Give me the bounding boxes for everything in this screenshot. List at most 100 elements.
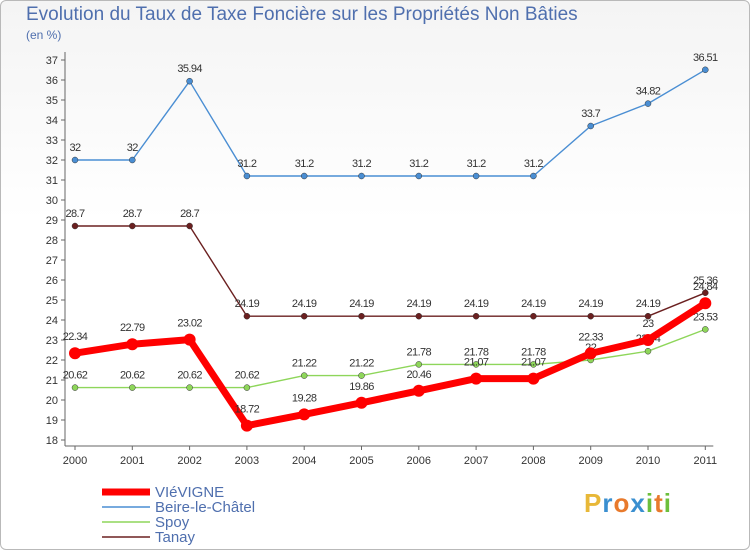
y-tick-label: 33 bbox=[46, 135, 58, 147]
data-label: 22.79 bbox=[120, 322, 145, 334]
data-point bbox=[530, 361, 537, 368]
data-label: 36.51 bbox=[693, 52, 718, 64]
data-point bbox=[644, 100, 652, 107]
series-line bbox=[75, 225, 706, 317]
data-point bbox=[472, 361, 480, 368]
y-tick-label: 26 bbox=[46, 275, 58, 287]
legend-label: VIéVIGNE bbox=[155, 484, 224, 501]
x-tick-label: 2004 bbox=[292, 455, 316, 467]
data-label: 22.34 bbox=[63, 331, 88, 343]
data-label: 31.2 bbox=[352, 158, 371, 170]
data-point bbox=[530, 312, 537, 320]
data-label: 24.19 bbox=[407, 298, 432, 310]
x-tick-label: 2005 bbox=[349, 455, 373, 467]
data-point bbox=[358, 172, 365, 180]
data-point bbox=[243, 384, 251, 391]
data-label: 31.2 bbox=[409, 158, 428, 170]
data-label: 35.94 bbox=[177, 63, 202, 75]
data-label: 20.46 bbox=[407, 369, 432, 381]
axes: 18 19 20 21 22 23 24 25 26 27 28 29 30 31 32 33 34 35 36 37… bbox=[46, 52, 717, 467]
y-tick-label: 25 bbox=[46, 295, 58, 307]
series-Spoy: 20.62 20.62 20.62 20.62 21.22 21.22 21.78 21.78… bbox=[63, 311, 719, 391]
logo-letter: r bbox=[602, 488, 614, 518]
x-tick-label: 2000 bbox=[63, 455, 87, 467]
data-label: 19.86 bbox=[349, 381, 374, 393]
data-label: 23 bbox=[642, 318, 654, 330]
data-point bbox=[642, 334, 654, 346]
data-point bbox=[699, 297, 712, 310]
series-line bbox=[75, 69, 706, 177]
data-label: 20.62 bbox=[120, 370, 145, 382]
data-point bbox=[243, 312, 251, 320]
data-point bbox=[472, 312, 480, 320]
data-label: 24.19 bbox=[578, 298, 603, 310]
x-tick-label: 2002 bbox=[177, 455, 201, 467]
data-point bbox=[71, 156, 79, 164]
data-label: 19.28 bbox=[292, 392, 317, 404]
data-label: 21.07 bbox=[464, 357, 489, 369]
y-tick-label: 30 bbox=[46, 195, 58, 207]
data-label: 24.84 bbox=[693, 281, 718, 293]
data-point bbox=[702, 66, 709, 74]
data-label: 24.19 bbox=[235, 298, 260, 310]
y-tick-label: 19 bbox=[46, 415, 58, 427]
y-tick-label: 37 bbox=[46, 55, 58, 67]
data-label: 21.07 bbox=[521, 357, 546, 369]
data-label: 28.7 bbox=[180, 208, 199, 220]
y-tick-label: 20 bbox=[46, 395, 58, 407]
data-point bbox=[126, 338, 139, 351]
data-label: 32 bbox=[127, 142, 139, 154]
logo-letter: o bbox=[613, 488, 631, 518]
series-Beire-le-Châtel: 32 32 35.94 31.2 31.2 31.2 31.2 31.2 31.2 33.7 34.… bbox=[69, 52, 719, 180]
y-tick-label: 36 bbox=[46, 75, 58, 87]
data-point bbox=[71, 384, 79, 391]
series-Tanay: 28.7 28.7 28.7 24.19 24.19 24.19 24.19 24.19 24.… bbox=[65, 208, 719, 320]
data-point bbox=[415, 361, 423, 368]
y-tick-label: 27 bbox=[46, 255, 58, 267]
data-point bbox=[186, 77, 193, 85]
data-label: 31.2 bbox=[524, 158, 543, 170]
data-point bbox=[358, 372, 365, 379]
data-point bbox=[644, 347, 652, 355]
data-label: 24.19 bbox=[464, 298, 489, 310]
series-line bbox=[74, 300, 708, 430]
data-point bbox=[530, 172, 537, 180]
data-point bbox=[300, 372, 308, 379]
data-label: 31.2 bbox=[237, 158, 256, 170]
x-tick-label: 2010 bbox=[636, 455, 660, 467]
y-tick-label: 22 bbox=[46, 355, 58, 367]
data-point bbox=[584, 347, 597, 360]
data-label: 24.19 bbox=[521, 298, 546, 310]
x-tick-label: 2008 bbox=[521, 455, 545, 467]
y-tick-label: 29 bbox=[46, 215, 58, 227]
data-point bbox=[587, 122, 594, 130]
y-tick-label: 21 bbox=[46, 375, 58, 387]
data-point bbox=[300, 312, 308, 320]
logo-letter: x bbox=[630, 488, 646, 518]
data-point bbox=[355, 396, 368, 409]
proxiti-logo: Proxiti bbox=[584, 488, 672, 519]
data-point bbox=[472, 172, 480, 180]
chart-title: Evolution du Taux de Taxe Foncière sur l… bbox=[26, 4, 578, 25]
data-point bbox=[71, 222, 79, 230]
data-point bbox=[129, 384, 136, 391]
series-VIéVIGNE: 22.34 22.79 23.02 18.72 19.28 19.86 20.46 21.07… bbox=[63, 281, 719, 432]
data-label: 28.7 bbox=[123, 208, 142, 220]
data-label: 24.19 bbox=[292, 298, 317, 310]
y-tick-label: 35 bbox=[46, 95, 58, 107]
data-label: 18.72 bbox=[235, 404, 260, 416]
data-label: 22.33 bbox=[578, 331, 603, 343]
data-point bbox=[470, 372, 483, 385]
data-label: 21.78 bbox=[464, 346, 489, 358]
data-label: 24.19 bbox=[636, 298, 661, 310]
data-point bbox=[298, 408, 311, 421]
data-point bbox=[69, 347, 81, 360]
data-point bbox=[183, 333, 196, 346]
y-axis-unit: (en %) bbox=[26, 28, 62, 42]
data-label: 25.36 bbox=[693, 275, 718, 287]
data-point bbox=[240, 419, 253, 432]
legend-label: Spoy bbox=[155, 514, 190, 531]
legend-item: Beire-le-Châtel bbox=[102, 499, 255, 516]
data-point bbox=[186, 384, 193, 391]
